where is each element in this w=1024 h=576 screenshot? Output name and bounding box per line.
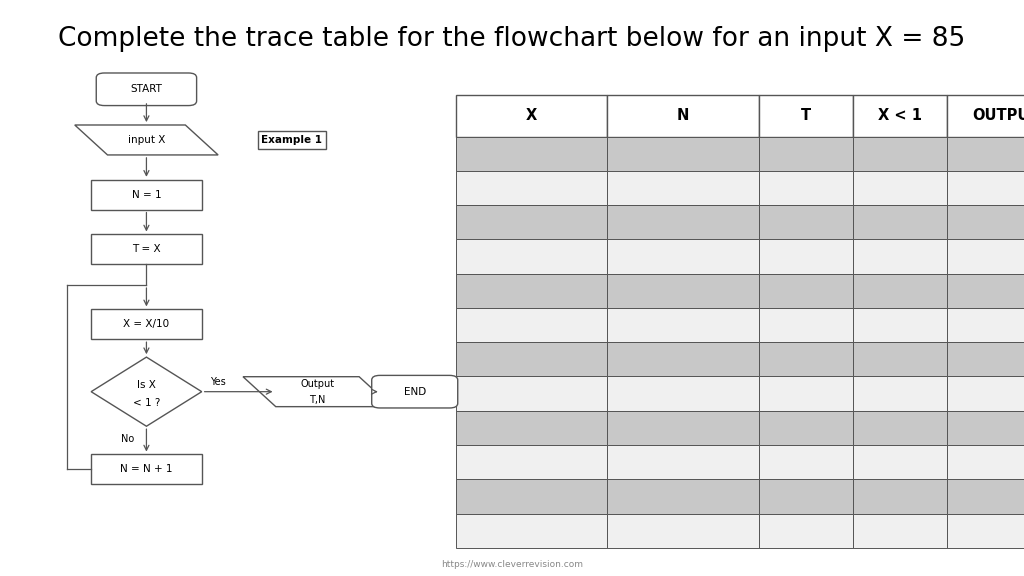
Bar bbox=[947, 170, 1024, 205]
Bar bbox=[947, 411, 1024, 445]
Bar bbox=[853, 205, 947, 240]
Text: T = X: T = X bbox=[132, 244, 161, 255]
Text: Yes: Yes bbox=[210, 377, 225, 388]
Bar bbox=[947, 308, 1024, 342]
Bar bbox=[853, 411, 947, 445]
Bar bbox=[607, 205, 759, 240]
Bar bbox=[853, 95, 947, 137]
Text: Complete the trace table for the flowchart below for an input X = 85: Complete the trace table for the flowcha… bbox=[58, 26, 966, 52]
Bar bbox=[759, 445, 853, 479]
Bar bbox=[607, 137, 759, 170]
Bar bbox=[947, 137, 1024, 170]
Text: X: X bbox=[526, 108, 537, 123]
Text: No: No bbox=[122, 434, 134, 444]
Text: X = X/10: X = X/10 bbox=[123, 319, 170, 329]
Bar bbox=[853, 514, 947, 548]
Bar bbox=[759, 170, 853, 205]
Bar bbox=[91, 180, 202, 210]
Bar bbox=[947, 205, 1024, 240]
Bar bbox=[759, 274, 853, 308]
Bar bbox=[607, 445, 759, 479]
Bar bbox=[947, 342, 1024, 377]
Bar bbox=[853, 445, 947, 479]
Text: https://www.cleverrevision.com: https://www.cleverrevision.com bbox=[441, 559, 583, 569]
Bar bbox=[947, 445, 1024, 479]
Text: OUTPUT: OUTPUT bbox=[973, 108, 1024, 123]
Bar bbox=[456, 95, 607, 137]
Bar bbox=[759, 137, 853, 170]
Bar bbox=[607, 240, 759, 274]
Bar bbox=[607, 274, 759, 308]
Bar bbox=[759, 205, 853, 240]
Bar bbox=[91, 454, 202, 484]
Bar bbox=[456, 479, 607, 514]
Text: input X: input X bbox=[128, 135, 165, 145]
Bar bbox=[607, 170, 759, 205]
Bar bbox=[853, 342, 947, 377]
Bar bbox=[853, 137, 947, 170]
Text: X < 1: X < 1 bbox=[879, 108, 922, 123]
Bar bbox=[456, 274, 607, 308]
Text: N = 1: N = 1 bbox=[132, 190, 161, 200]
FancyBboxPatch shape bbox=[96, 73, 197, 105]
Bar bbox=[947, 240, 1024, 274]
Bar bbox=[91, 309, 202, 339]
Polygon shape bbox=[91, 357, 202, 426]
Text: N = N + 1: N = N + 1 bbox=[120, 464, 173, 475]
Bar bbox=[607, 411, 759, 445]
Bar bbox=[456, 445, 607, 479]
Bar bbox=[456, 137, 607, 170]
Bar bbox=[759, 342, 853, 377]
Bar bbox=[759, 377, 853, 411]
Bar bbox=[853, 170, 947, 205]
Bar bbox=[947, 377, 1024, 411]
Bar bbox=[853, 240, 947, 274]
Bar bbox=[853, 308, 947, 342]
Text: < 1 ?: < 1 ? bbox=[133, 398, 160, 408]
Bar bbox=[759, 479, 853, 514]
Bar bbox=[759, 308, 853, 342]
Bar bbox=[853, 274, 947, 308]
Text: Is X: Is X bbox=[137, 380, 156, 390]
Text: START: START bbox=[130, 84, 163, 94]
Bar bbox=[456, 170, 607, 205]
Bar bbox=[456, 342, 607, 377]
Bar bbox=[456, 514, 607, 548]
Text: N: N bbox=[677, 108, 689, 123]
Bar bbox=[853, 377, 947, 411]
Text: Example 1: Example 1 bbox=[261, 135, 323, 145]
Bar bbox=[759, 411, 853, 445]
Bar bbox=[456, 411, 607, 445]
Bar bbox=[759, 240, 853, 274]
Bar bbox=[947, 274, 1024, 308]
Bar bbox=[607, 514, 759, 548]
Text: END: END bbox=[403, 386, 426, 397]
Bar bbox=[607, 342, 759, 377]
Polygon shape bbox=[243, 377, 392, 407]
Bar bbox=[947, 95, 1024, 137]
Bar bbox=[947, 514, 1024, 548]
Bar bbox=[607, 95, 759, 137]
Bar bbox=[456, 377, 607, 411]
Text: Output: Output bbox=[300, 379, 335, 389]
Bar bbox=[759, 514, 853, 548]
Bar bbox=[607, 479, 759, 514]
Bar bbox=[91, 234, 202, 264]
Bar bbox=[759, 95, 853, 137]
Bar bbox=[853, 479, 947, 514]
Bar bbox=[607, 377, 759, 411]
Bar bbox=[456, 308, 607, 342]
Bar bbox=[456, 205, 607, 240]
Bar bbox=[947, 479, 1024, 514]
Bar bbox=[456, 240, 607, 274]
Polygon shape bbox=[75, 125, 218, 155]
FancyBboxPatch shape bbox=[372, 376, 458, 408]
Text: T,N: T,N bbox=[309, 395, 326, 405]
Text: T: T bbox=[801, 108, 811, 123]
Bar bbox=[607, 308, 759, 342]
